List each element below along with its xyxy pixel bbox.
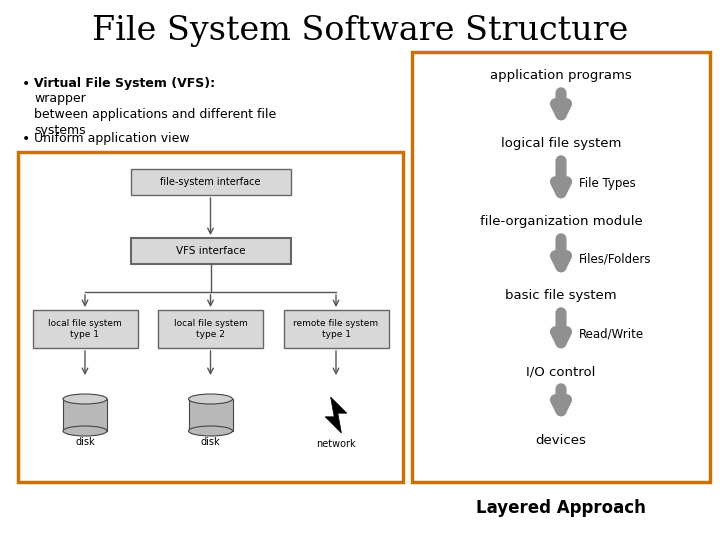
Text: file-system interface: file-system interface: [161, 177, 261, 187]
Text: File System Software Structure: File System Software Structure: [92, 15, 628, 47]
Text: •: •: [22, 132, 30, 146]
Ellipse shape: [63, 426, 107, 436]
Text: file‐organization module: file‐organization module: [480, 215, 642, 228]
FancyBboxPatch shape: [18, 152, 403, 482]
Text: application programs: application programs: [490, 70, 632, 83]
Polygon shape: [325, 397, 347, 433]
FancyBboxPatch shape: [158, 310, 263, 348]
Ellipse shape: [189, 394, 233, 404]
Text: devices: devices: [536, 434, 586, 447]
Text: Read/Write: Read/Write: [579, 327, 644, 341]
Text: wrapper
between applications and different file
systems: wrapper between applications and differe…: [34, 92, 276, 137]
Text: Layered Approach: Layered Approach: [476, 499, 646, 517]
FancyBboxPatch shape: [63, 399, 107, 431]
FancyBboxPatch shape: [130, 238, 290, 264]
Ellipse shape: [189, 426, 233, 436]
Text: I/O control: I/O control: [526, 366, 595, 379]
Text: network: network: [316, 439, 356, 449]
FancyBboxPatch shape: [189, 399, 233, 431]
Text: Files/Folders: Files/Folders: [579, 253, 652, 266]
Text: local file system
type 2: local file system type 2: [174, 319, 248, 339]
FancyBboxPatch shape: [284, 310, 389, 348]
Text: disk: disk: [201, 437, 220, 447]
Text: Uniform application view: Uniform application view: [34, 132, 189, 145]
FancyBboxPatch shape: [32, 310, 138, 348]
Text: VFS interface: VFS interface: [176, 246, 246, 256]
FancyBboxPatch shape: [412, 52, 710, 482]
Text: Virtual File System (VFS):: Virtual File System (VFS):: [34, 77, 215, 90]
FancyBboxPatch shape: [130, 169, 290, 195]
Text: basic file system: basic file system: [505, 289, 617, 302]
Text: logical file system: logical file system: [501, 138, 621, 151]
Text: remote file system
type 1: remote file system type 1: [294, 319, 379, 339]
Text: •: •: [22, 77, 30, 91]
Text: File Types: File Types: [579, 177, 636, 190]
Text: local file system
type 1: local file system type 1: [48, 319, 122, 339]
Ellipse shape: [63, 394, 107, 404]
Text: disk: disk: [75, 437, 95, 447]
